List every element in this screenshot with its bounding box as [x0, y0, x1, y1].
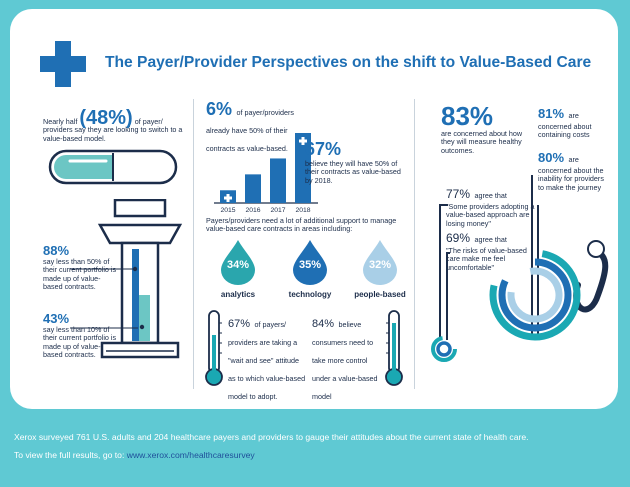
stat-77-text-1: agree that — [474, 191, 507, 200]
medical-cross-icon — [40, 41, 86, 87]
stat-wait-and-see-value: 67% — [228, 318, 251, 330]
support-text: Payers/providers need a lot of additiona… — [206, 216, 397, 234]
column-divider — [193, 99, 194, 389]
chart-tick-label: 2017 — [270, 207, 285, 214]
water-drop-icon — [363, 240, 397, 285]
drop-people-based-label: people-based — [354, 290, 406, 299]
stat-77-value: 77% — [446, 187, 471, 201]
chart-tick-label: 2018 — [295, 207, 310, 214]
stat-consumer-control: 84% believe consumers need to take more … — [312, 314, 382, 404]
stat-77-text-2: "Some providers adopting a value-based a… — [446, 202, 535, 228]
clinic-cross-icon — [224, 194, 232, 202]
nearly-half-stat: Nearly half (48%) of payer/ providers sa… — [43, 108, 183, 143]
stat-69-value: 69% — [446, 231, 471, 245]
stat-consumer-control-value: 84% — [312, 318, 335, 330]
nearly-half-text: providers say they are looking to switch… — [43, 125, 183, 143]
stat-81-value: 81% — [538, 106, 565, 121]
water-drop-icon — [293, 240, 327, 285]
stat-69-text-1: agree that — [474, 235, 507, 244]
nearly-half-prefix: Nearly half — [43, 117, 78, 126]
stat-81-text-1: are — [568, 111, 579, 120]
stat-43-text: say less than 10% of their current portf… — [43, 325, 117, 360]
stat-67-chart-text: believe they will have 50% of their cont… — [305, 159, 401, 185]
footer-survey-text: Xerox surveyed 761 U.S. adults and 204 h… — [14, 432, 529, 442]
stat-81-text-2: concerned about containing costs — [538, 122, 592, 140]
stat-88-text: say less than 50% of their current portf… — [43, 257, 117, 292]
stat-83-text: are concerned about how they will measur… — [441, 129, 523, 155]
stat-67-chart-value: 67% — [305, 139, 342, 159]
stethoscope-rings-icon — [431, 175, 609, 362]
stat-83: 83% are concerned about how they will me… — [441, 102, 531, 155]
stat-81: 81% are concerned about containing costs — [538, 105, 616, 140]
stat-80-text-1: are — [568, 155, 579, 164]
stat-consumer-control-text: believe consumers need to take more cont… — [312, 320, 378, 401]
stat-69-text-2: "The risks of value-based care make me f… — [446, 246, 527, 272]
infographic-card: The Payer/Provider Perspectives on the s… — [10, 9, 618, 409]
stat-80-text-2: concerned about the inability for provid… — [538, 166, 604, 192]
gauge-pointer-lines — [70, 268, 138, 329]
chart-tick-label: 2016 — [245, 207, 260, 214]
thermometer-icon — [385, 310, 403, 386]
hospital-cross-icon — [299, 137, 307, 145]
stat-6: 6% of payer/providers already have 50% o… — [206, 99, 306, 156]
support-drops: 34% analytics 35% technology 32% people-… — [208, 239, 408, 309]
footer-results-label: To view the full results, go to: — [14, 450, 125, 460]
drop-analytics: 34% analytics — [208, 239, 268, 299]
thermometer-icon — [205, 310, 223, 386]
stat-6-value: 6% — [206, 99, 233, 119]
chart-tick-label: 2015 — [220, 207, 235, 214]
value-based-contracts-chart: 2015 2016 2017 2018 — [214, 133, 318, 214]
drop-people-based: 32% people-based — [350, 239, 410, 299]
drop-analytics-label: analytics — [220, 290, 256, 299]
footer-results-line: To view the full results, go to: www.xer… — [14, 450, 255, 460]
stat-88-value: 88% — [43, 243, 70, 258]
stat-80-value: 80% — [538, 150, 565, 165]
column-divider — [414, 99, 415, 389]
nearly-half-suffix: of payer/ — [134, 117, 163, 126]
stat-67-chart: 67% believe they will have 50% of their … — [305, 139, 405, 185]
stat-88: 88% say less than 50% of their current p… — [43, 243, 118, 292]
drop-technology-label: technology — [288, 290, 332, 299]
drop-technology: 35% technology — [280, 239, 340, 299]
stat-77: 77% agree that "Some providers adopting … — [446, 185, 541, 228]
nearly-half-value: (48%) — [79, 107, 133, 129]
chart-bar-2018 — [295, 133, 311, 203]
stat-wait-and-see-text: of payers/ providers are taking a "wait … — [228, 320, 306, 401]
drop-people-based-pct: 32% — [368, 259, 392, 271]
stat-80: 80% are concerned about the inability fo… — [538, 149, 610, 192]
stat-43: 43% say less than 10% of their current p… — [43, 311, 118, 360]
chart-bar-2016 — [245, 174, 261, 203]
scale-gauge-icon — [97, 199, 183, 359]
stat-43-value: 43% — [43, 311, 70, 326]
drop-analytics-pct: 34% — [226, 259, 250, 271]
survey-link[interactable]: www.xerox.com/healthcaresurvey — [126, 450, 255, 460]
stat-wait-and-see: 67% of payers/ providers are taking a "w… — [228, 314, 308, 404]
stat-69: 69% agree that "The risks of value-based… — [446, 229, 528, 272]
page-title: The Payer/Provider Perspectives on the s… — [105, 54, 592, 71]
chart-bar-2017 — [270, 158, 286, 203]
drop-technology-pct: 35% — [298, 259, 322, 271]
pill-icon — [48, 149, 178, 185]
stat-6-text: of payer/providers already have 50% of t… — [206, 108, 294, 153]
stat-83-value: 83% — [441, 101, 494, 131]
water-drop-icon — [221, 240, 255, 285]
